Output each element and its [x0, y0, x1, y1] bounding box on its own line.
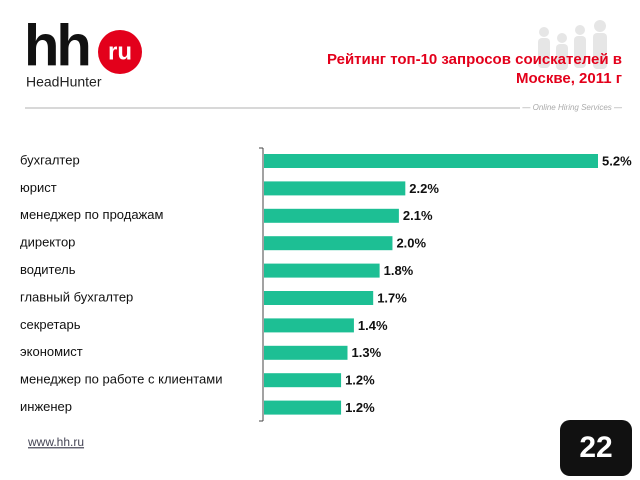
page-number: 22	[579, 431, 612, 464]
bar	[264, 154, 598, 168]
value-label: 1.2%	[345, 400, 375, 415]
category-label: директор	[20, 235, 75, 250]
bar	[264, 263, 380, 278]
value-label: 2.1%	[403, 208, 433, 223]
category-label: менеджер по работе с клиентами	[20, 372, 222, 387]
category-label: инженер	[20, 399, 72, 414]
silhouettes	[538, 20, 607, 70]
chart-title: Рейтинг топ-10 запросов соискателей в Мо…	[326, 51, 622, 87]
value-label: 1.3%	[352, 345, 382, 360]
bar	[264, 181, 406, 196]
bar	[264, 291, 374, 305]
value-label: 5.2%	[602, 153, 632, 168]
value-label: 1.7%	[377, 290, 407, 305]
page-number-box	[560, 420, 632, 476]
category-label: менеджер по продажам	[20, 207, 163, 222]
value-label: 2.0%	[396, 236, 426, 251]
url: www.hh.ru	[27, 435, 84, 449]
bar	[264, 208, 399, 223]
category-label: секретарь	[20, 317, 81, 332]
logo-badge-circle	[98, 30, 142, 74]
value-label: 1.4%	[358, 318, 388, 333]
bar	[264, 373, 342, 388]
logo-mark: hh	[24, 13, 89, 78]
category-label: экономист	[20, 344, 83, 359]
value-label: 1.8%	[384, 263, 414, 278]
category-label: бухгалтер	[20, 152, 80, 167]
category-label: водитель	[20, 262, 76, 277]
value-label: 1.2%	[345, 373, 375, 388]
logo-badge: ru	[108, 38, 132, 65]
bar	[264, 345, 348, 360]
logo-name: HeadHunter	[26, 74, 102, 90]
bar	[264, 318, 354, 333]
category-label: юрист	[20, 180, 57, 195]
value-label: 2.2%	[409, 181, 439, 196]
bar	[264, 236, 393, 251]
category-label: главный бухгалтер	[20, 289, 133, 304]
bar	[264, 400, 342, 415]
tagline: — Online Hiring Services —	[521, 103, 623, 112]
